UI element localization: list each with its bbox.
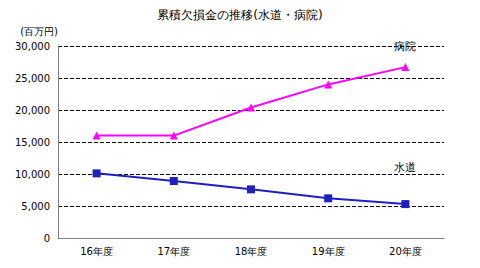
svg-text:25,000: 25,000 xyxy=(15,73,50,84)
svg-text:水道: 水道 xyxy=(394,161,416,174)
svg-text:(百万円): (百万円) xyxy=(20,26,58,37)
svg-text:18年度: 18年度 xyxy=(235,246,268,257)
svg-text:20,000: 20,000 xyxy=(15,105,50,116)
svg-text:17年度: 17年度 xyxy=(157,246,190,257)
svg-text:30,000: 30,000 xyxy=(15,41,50,52)
svg-text:5,000: 5,000 xyxy=(21,201,50,212)
svg-text:累積欠損金の推移(水道・病院): 累積欠損金の推移(水道・病院) xyxy=(157,8,322,22)
svg-text:0: 0 xyxy=(44,233,50,244)
svg-text:15,000: 15,000 xyxy=(15,137,50,148)
svg-text:16年度: 16年度 xyxy=(80,246,113,257)
svg-text:病院: 病院 xyxy=(394,40,416,53)
svg-text:20年度: 20年度 xyxy=(389,246,422,257)
svg-text:19年度: 19年度 xyxy=(312,246,345,257)
svg-text:10,000: 10,000 xyxy=(15,169,50,180)
